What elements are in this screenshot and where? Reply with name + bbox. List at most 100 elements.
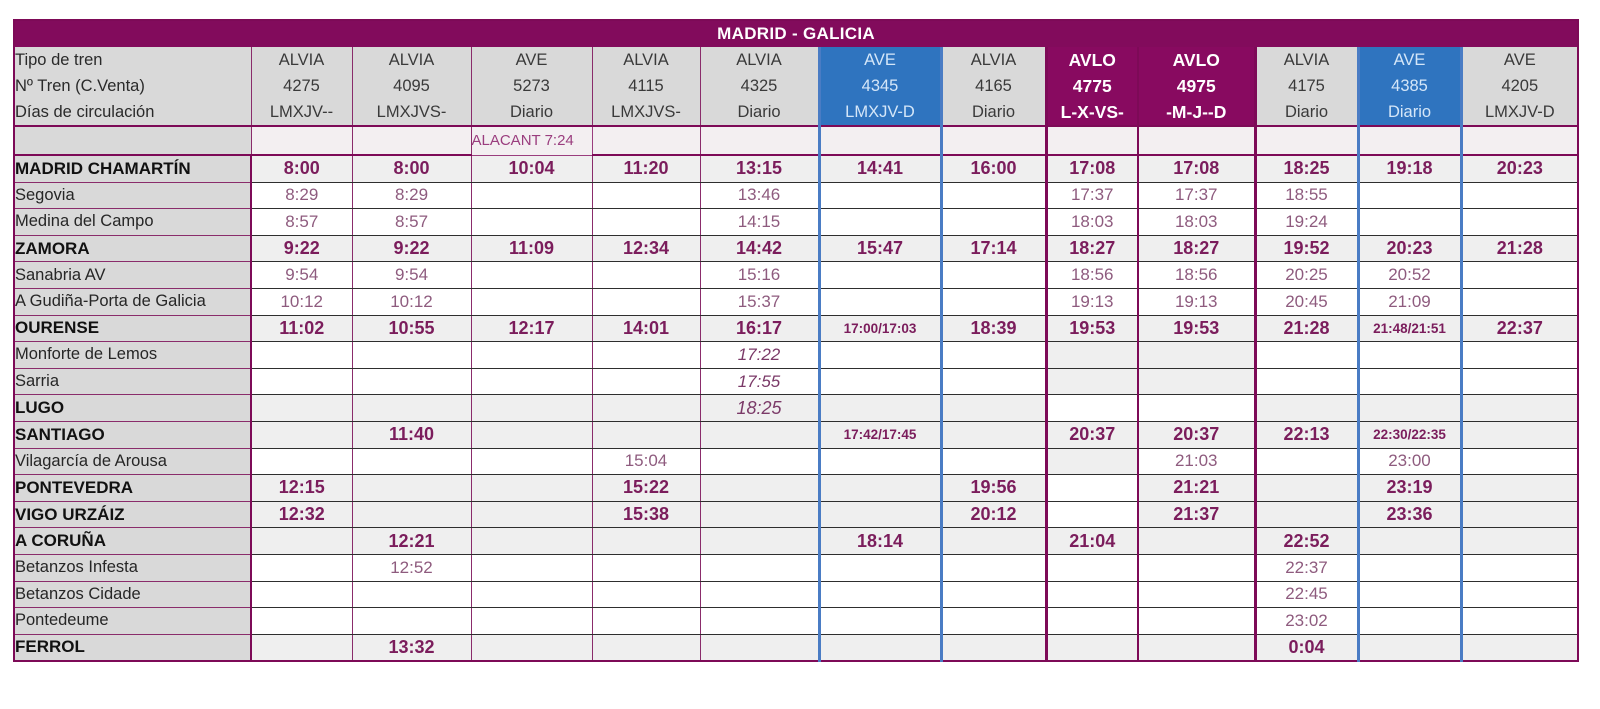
time-cell	[941, 208, 1047, 236]
time-cell	[592, 421, 701, 449]
time-cell: 8:29	[251, 182, 353, 210]
time-cell	[941, 394, 1047, 422]
time-cell	[471, 208, 593, 236]
time-cell: 14:15	[700, 208, 820, 236]
time-cell	[251, 341, 353, 369]
time-cell	[471, 341, 593, 369]
time-cell: 15:47	[817, 235, 943, 263]
time-cell	[1461, 208, 1579, 236]
time-cell	[592, 527, 701, 555]
time-cell	[941, 341, 1047, 369]
time-cell	[471, 288, 593, 316]
time-cell	[592, 634, 701, 662]
time-cell	[1044, 341, 1139, 369]
time-cell	[1044, 474, 1139, 502]
time-cell: 18:39	[941, 315, 1047, 343]
time-cell	[592, 341, 701, 369]
time-cell	[1044, 394, 1139, 422]
origin-note	[817, 126, 943, 156]
note-row-label	[14, 126, 252, 156]
station-name: Vilagarcía de Arousa	[14, 448, 252, 476]
time-cell	[817, 448, 943, 476]
time-cell	[1356, 607, 1463, 635]
time-cell	[700, 581, 820, 609]
time-cell: 17:08	[1044, 155, 1139, 183]
time-cell: 21:04	[1044, 527, 1139, 555]
time-cell	[471, 182, 593, 210]
time-cell: 0:04	[1255, 634, 1359, 662]
train-number: 4205	[1501, 77, 1539, 95]
train-header-4775: AVLO 4775 L-X-VS-	[1044, 47, 1139, 127]
time-cell	[471, 474, 593, 502]
time-cell	[1138, 527, 1257, 555]
time-cell	[471, 501, 593, 529]
station-name: FERROL	[14, 634, 252, 662]
time-cell	[251, 421, 353, 449]
time-cell	[1356, 554, 1463, 582]
time-cell: 22:13	[1255, 421, 1359, 449]
table-row: Sanabria AV 9:54 9:54 15:16 18:56 18:56 20:25 2…	[14, 261, 1579, 289]
time-cell	[592, 607, 701, 635]
time-cell	[1138, 394, 1257, 422]
train-header-4975: AVLO 4975 -M-J--D	[1138, 47, 1257, 127]
time-cell: 18:55	[1255, 182, 1359, 210]
station-name: ZAMORA	[14, 235, 252, 263]
time-cell: 18:14	[817, 527, 943, 555]
time-cell: 19:13	[1138, 288, 1257, 316]
table-row: FERROL 13:32 0:04	[14, 634, 1579, 662]
time-cell: 17:37	[1138, 182, 1257, 210]
time-cell: 20:52	[1356, 261, 1463, 289]
label-train-number: Nº Tren (C.Venta)	[15, 77, 145, 95]
train-number: 4385	[1391, 77, 1428, 95]
time-cell	[592, 394, 701, 422]
time-cell: 19:56	[941, 474, 1047, 502]
time-cell	[817, 501, 943, 529]
time-cell: 9:54	[352, 261, 472, 289]
time-cell	[251, 394, 353, 422]
table-row: SANTIAGO 11:40 17:42/17:45 20:37 20:37 22:13 2…	[14, 421, 1579, 449]
time-cell	[941, 581, 1047, 609]
time-cell	[817, 208, 943, 236]
time-cell: 8:00	[251, 155, 353, 183]
table-row: Sarria 17:55	[14, 368, 1579, 396]
train-number: 4275	[283, 77, 320, 95]
time-cell: 14:42	[700, 235, 820, 263]
time-cell	[817, 368, 943, 396]
time-cell	[592, 368, 701, 396]
time-cell	[941, 421, 1047, 449]
time-cell	[471, 261, 593, 289]
train-days: LMXJV--	[269, 103, 334, 121]
time-cell	[941, 182, 1047, 210]
time-cell	[1461, 288, 1579, 316]
train-days: -M-J--D	[1166, 102, 1227, 122]
train-days: Diario	[1387, 103, 1432, 121]
time-cell: 14:41	[817, 155, 943, 183]
time-cell	[1461, 554, 1579, 582]
time-cell	[1461, 394, 1579, 422]
time-cell: 23:00	[1356, 448, 1463, 476]
time-cell	[1255, 474, 1359, 502]
station-name: Sarria	[14, 368, 252, 396]
time-cell: 21:21	[1138, 474, 1257, 502]
time-cell	[1138, 368, 1257, 396]
time-cell: 17:22	[700, 341, 820, 369]
origin-note: ALACANT 7:24	[470, 125, 593, 156]
time-cell	[1461, 368, 1579, 396]
train-days: Diario	[971, 103, 1016, 121]
train-header-4385: AVE 4385 Diario	[1356, 47, 1463, 127]
time-cell	[471, 607, 593, 635]
time-cell: 21:28	[1461, 235, 1579, 263]
time-cell: 23:02	[1255, 607, 1359, 635]
time-cell	[471, 527, 593, 555]
time-cell	[1461, 607, 1579, 635]
timetable-title: MADRID - GALICIA	[14, 20, 1579, 47]
time-cell	[251, 581, 353, 609]
time-cell: 19:24	[1255, 208, 1359, 236]
time-cell: 17:14	[941, 235, 1047, 263]
time-cell: 15:04	[592, 448, 701, 476]
time-cell	[941, 368, 1047, 396]
time-cell: 21:48/21:51	[1356, 315, 1463, 343]
time-cell: 12:32	[251, 501, 353, 529]
time-cell	[817, 634, 943, 662]
time-cell	[1356, 634, 1463, 662]
